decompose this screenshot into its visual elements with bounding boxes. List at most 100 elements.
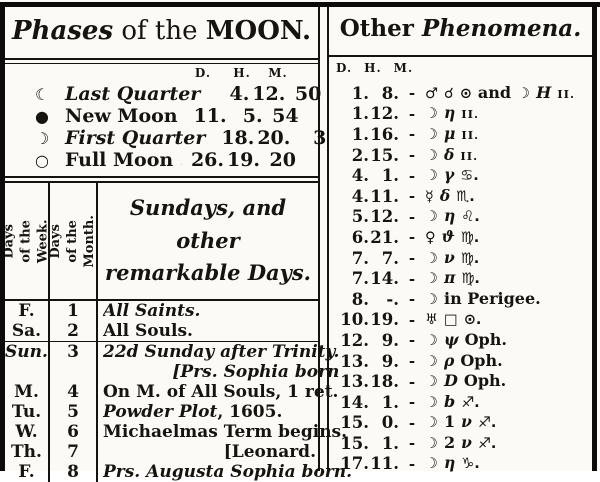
entry-text: , 1605. xyxy=(217,402,283,422)
text: in Perigee. xyxy=(444,288,541,308)
phenomena-desc: ☽ b ♐. xyxy=(425,392,592,413)
phenomena-row: 1. 8. - ♂ ☌ ⊙ and ☽ H II. xyxy=(329,83,592,104)
phenomena-row: 7. 14. - ☽ π ♍. xyxy=(329,268,592,289)
moon-icon: ☽ xyxy=(425,168,438,185)
moon-icon: ☽ xyxy=(425,435,438,452)
dash: - xyxy=(408,413,416,432)
dash: - xyxy=(408,269,416,288)
title-word-phenomena: Phenomena. xyxy=(421,15,582,42)
phenomena-hour: 19. xyxy=(370,310,399,330)
phenomena-title-rule xyxy=(329,55,592,57)
phenomena-hour: 11. xyxy=(370,186,399,206)
moon-icon: ☽ xyxy=(517,85,531,102)
dhm-minutes-label: M. xyxy=(393,61,414,75)
phenomena-day: 1. xyxy=(351,124,369,144)
star-letter: b xyxy=(444,391,456,411)
dash: - xyxy=(408,249,416,268)
star-letter: ψ xyxy=(444,329,459,349)
phase-hours: 19. xyxy=(226,149,260,171)
dash: - xyxy=(408,228,416,247)
star-letter: η xyxy=(444,206,456,226)
phenomena-day: 17. xyxy=(340,454,369,474)
moon-icon: ☽ xyxy=(425,106,438,123)
star-letter: δ xyxy=(444,144,455,164)
dash: - xyxy=(408,310,416,329)
entry-line: Prs. Augusta Sophia born. xyxy=(103,462,352,482)
virgo-icon: ♍. xyxy=(460,229,480,246)
dash: - xyxy=(408,146,416,165)
first-quarter-moon-icon: ☽ xyxy=(35,129,50,148)
phenomena-desc: ♂ ☌ ⊙ and ☽ H II. xyxy=(425,83,592,104)
capricorn-icon: ♑. xyxy=(461,456,480,473)
scorpio-icon: ♏. xyxy=(456,188,475,205)
phenomena-row: 8. -. - ☽ in Perigee. xyxy=(329,289,592,310)
phenomena-row: 14. 1. - ☽ b ♐. xyxy=(329,392,592,413)
day-of-week: F. xyxy=(5,462,50,482)
phenomena-hour: 16. xyxy=(370,124,399,144)
last-quarter-moon-icon: ☾ xyxy=(35,85,50,104)
dhm-days-label: D. xyxy=(194,66,212,80)
star-letter: π xyxy=(444,268,456,288)
dash: - xyxy=(408,393,416,412)
calendar-row: M. 4 On M. of All Souls, 1 ret. xyxy=(5,382,338,402)
other-phenomena-column: Other Phenomena. D. H. M. 1. 8. - ♂ ☌ ⊙ and ☽ H II.… xyxy=(329,7,592,474)
star-letter: ν xyxy=(461,412,472,432)
remarkable-days-line2: remarkable Days. xyxy=(105,260,311,286)
phase-row: ☾ Last Quarter. . . . 4.12. 50 xyxy=(35,83,321,105)
virgo-icon: ♍. xyxy=(461,271,480,288)
star-number: 2 xyxy=(444,432,456,452)
entry-line: Powder Plot, 1605. xyxy=(103,402,316,422)
mercury-icon: ☿ xyxy=(425,188,434,205)
moon-phases-column: Phases of the MOON. D. H. M. ☾ Last Quart… xyxy=(5,7,352,482)
day-of-month: 5 xyxy=(50,402,98,422)
phenomena-day: 8. xyxy=(351,289,369,309)
moon-icon: ☽ xyxy=(425,271,438,288)
days-of-month-label: Days of the Month. xyxy=(50,214,97,268)
phenomena-hour: 21. xyxy=(370,227,399,247)
phenomena-row: 1. 12. - ☽ η II. xyxy=(329,103,592,125)
phase-label: Last Quarter xyxy=(65,83,201,105)
day-of-month: 1 xyxy=(50,301,98,321)
phenomena-row: 10. 19. - ♅ □ ⊙. xyxy=(329,310,592,331)
phenomena-desc: ☽ π ♍. xyxy=(425,268,592,289)
phenomena-desc: ☽ η ♌. xyxy=(425,206,592,227)
dash: - xyxy=(408,104,416,123)
phenomena-desc: ☿ δ ♏. xyxy=(425,186,592,207)
phase-minutes: 50 xyxy=(294,83,322,105)
moon-icon: ☽ xyxy=(425,147,438,164)
gemini-sign: II. xyxy=(461,107,480,122)
phase-minutes: 20 xyxy=(269,149,296,171)
phenomena-row: 1. 16. - ☽ μ II. xyxy=(329,124,592,145)
phenomena-hour: -. xyxy=(386,289,399,309)
day-of-week: Sun. xyxy=(5,342,50,382)
phase-label: Full Moon xyxy=(65,149,174,171)
day-entry: Powder Plot, 1605. xyxy=(98,402,318,422)
dhm-hours-label: H. xyxy=(364,61,382,75)
phase-days: 26. xyxy=(190,149,224,171)
phase-label: First Quarter xyxy=(65,127,206,149)
entry-line: [Prs. Sophia born xyxy=(103,362,339,382)
page-border-right xyxy=(592,2,597,471)
sagittarius-icon: ♐. xyxy=(477,415,497,432)
star-letter: η xyxy=(444,103,456,123)
entry-text: Powder Plot xyxy=(103,402,218,422)
leader-dots: . . . . xyxy=(200,83,207,105)
day-of-month: 8 xyxy=(50,462,98,482)
moon-phases-title: Phases of the MOON. xyxy=(5,7,318,58)
calendar-row: Sun. 3 22d Sunday after Trinity. [Prs. Soph… xyxy=(5,342,339,382)
phases-dhm-header: D. H. M. xyxy=(35,66,296,83)
remarkable-days-line1: Sundays, and other xyxy=(129,195,287,253)
star-number: 1 xyxy=(444,412,456,432)
day-of-month: 3 xyxy=(50,342,98,382)
title-word-ofthe: of the xyxy=(113,16,206,46)
phenomena-day: 4. xyxy=(351,186,369,206)
gemini-sign: II. xyxy=(460,148,479,163)
phenomena-desc: ☽ ν ♍. xyxy=(425,248,592,269)
star-letter: D xyxy=(444,371,458,391)
phenomena-day: 14. xyxy=(340,392,369,412)
phenomena-dhm-header: D. H. M. xyxy=(329,57,592,83)
entry-line: On M. of All Souls, 1 ret. xyxy=(103,382,338,402)
star-letter: ν xyxy=(461,432,472,452)
phase-label: New Moon xyxy=(65,105,178,127)
dash: - xyxy=(408,187,416,206)
